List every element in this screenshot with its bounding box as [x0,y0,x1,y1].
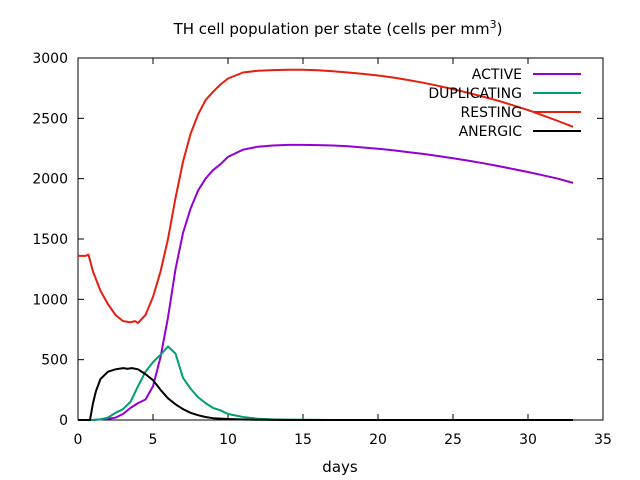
chart-title-superscript: 3 [490,18,497,31]
series-line-active [78,143,574,421]
plot-frame [77,57,604,421]
chart-title: TH cell population per state (cells per … [173,18,503,38]
x-tick-label: 30 [519,432,537,448]
x-tick-label: 0 [74,432,83,448]
legend-label-active: ACTIVE [472,67,522,83]
y-tick-label: 3000 [32,51,68,67]
series-line-duplicating [78,345,573,421]
chart-title-main: TH cell population per state (cells per … [173,20,490,38]
y-tick-label: 2500 [32,111,68,127]
series-lines [78,68,574,421]
y-tick-label: 1000 [32,292,68,308]
y-tick-label: 0 [59,413,68,429]
legend-label-duplicating: DUPLICATING [428,86,522,102]
y-tick-label: 1500 [32,232,68,248]
x-tick-label: 5 [149,432,158,448]
x-tick-label: 20 [369,432,387,448]
legend: ACTIVE DUPLICATING RESTING ANERGIC [428,67,581,140]
legend-label-resting: RESTING [461,105,522,121]
y-tick-label: 500 [41,353,68,369]
x-axis-label: days [322,458,358,476]
chart-title-suffix: ) [497,20,503,38]
series-line-anergic [78,367,573,421]
axis-ticks: 0 5 10 15 20 25 30 35 0 500 1000 1500 2000 2500 3000 [32,51,612,448]
x-tick-label: 35 [594,432,612,448]
series-line-resting [78,68,574,324]
legend-label-anergic: ANERGIC [459,124,523,140]
x-tick-label: 25 [444,432,462,448]
x-tick-label: 15 [294,432,312,448]
x-tick-label: 10 [219,432,237,448]
y-tick-label: 2000 [32,172,68,188]
